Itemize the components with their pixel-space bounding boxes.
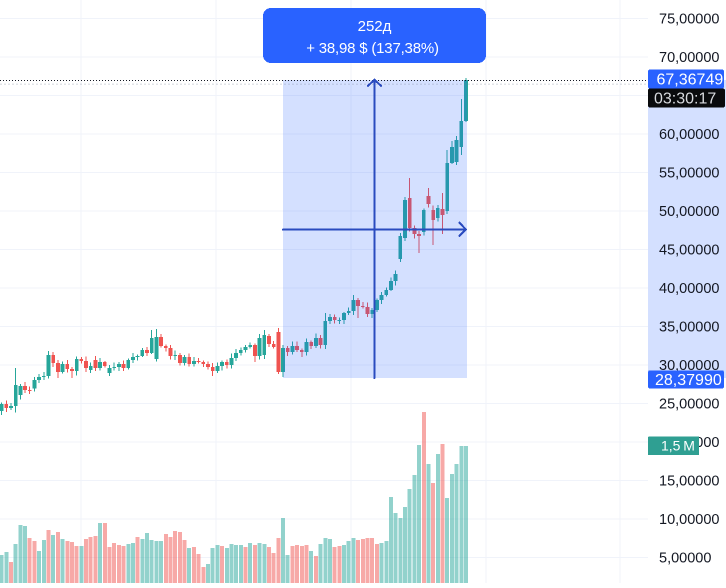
svg-text:5,00000: 5,00000 [659,551,711,567]
svg-text:70,00000: 70,00000 [659,50,719,66]
svg-text:252д: 252д [358,18,392,35]
svg-text:30,00000: 30,00000 [659,358,719,374]
svg-text:75,00000: 75,00000 [659,12,719,28]
svg-text:+ 38,98 $ (137,38%): + 38,98 $ (137,38%) [306,40,439,57]
svg-text:1,5 M: 1,5 M [661,438,695,454]
svg-text:10,00000: 10,00000 [659,512,719,528]
svg-text:45,00000: 45,00000 [659,243,719,259]
svg-text:40,00000: 40,00000 [659,281,719,297]
svg-text:03:30:17: 03:30:17 [654,91,716,108]
svg-text:15,00000: 15,00000 [659,474,719,490]
svg-text:28,37990: 28,37990 [655,372,722,389]
svg-text:60,00000: 60,00000 [659,127,719,143]
svg-text:35,00000: 35,00000 [659,320,719,336]
svg-text:55,00000: 55,00000 [659,166,719,182]
svg-text:25,00000: 25,00000 [659,397,719,413]
svg-text:50,00000: 50,00000 [659,204,719,220]
svg-text:67,36749: 67,36749 [657,72,724,89]
